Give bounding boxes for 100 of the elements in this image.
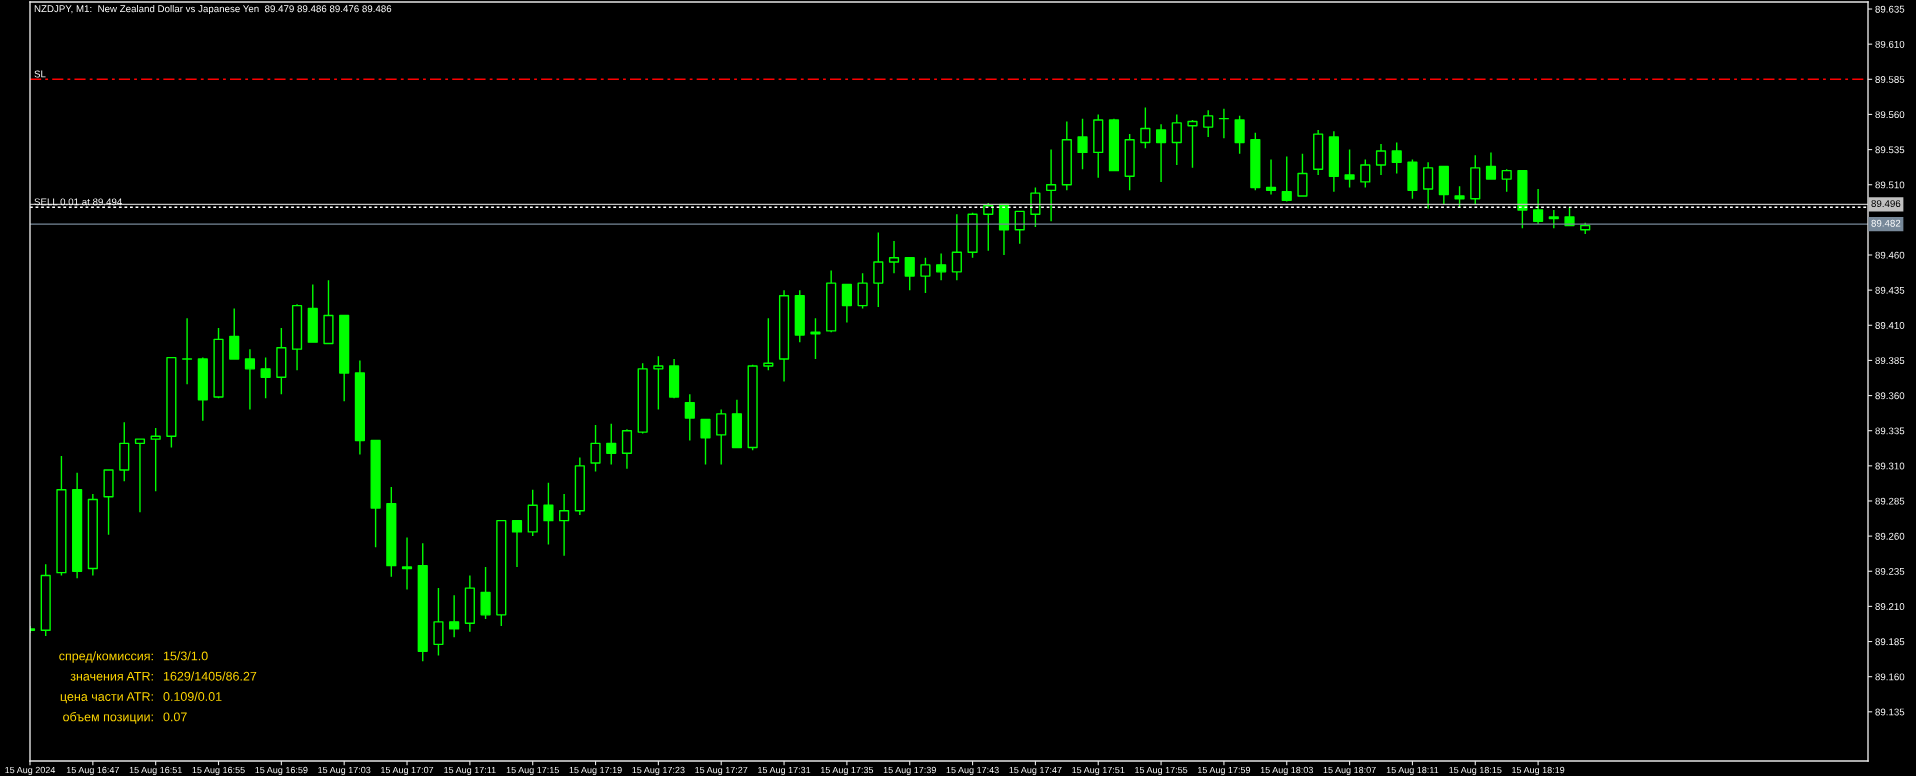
candlestick: [354, 359, 365, 456]
candlestick: [1517, 169, 1528, 229]
candlestick: [1046, 148, 1057, 222]
y-tick-label: 89.510: [1875, 181, 1905, 189]
y-tick-label: 89.460: [1875, 251, 1905, 259]
candlestick: [1485, 151, 1497, 180]
candlestick: [1140, 106, 1151, 149]
y-tick-label: 89.410: [1875, 322, 1905, 329]
candlestick: [1203, 109, 1214, 138]
x-tick-label: 15 Aug 17:27: [695, 766, 748, 775]
y-tick-label: 89.260: [1875, 532, 1905, 540]
candlestick: [590, 424, 601, 473]
candlestick: [1360, 158, 1371, 189]
candlestick: [1155, 123, 1167, 183]
candlestick: [1501, 168, 1512, 193]
candlestick: [716, 408, 727, 466]
candlestick: [841, 283, 852, 324]
y-tick-label: 89.635: [1875, 5, 1905, 13]
x-tick-label: 15 Aug 17:59: [1198, 766, 1251, 775]
y-tick-label: 89.560: [1875, 111, 1905, 119]
x-tick-label: 15 Aug 17:51: [1072, 766, 1125, 775]
candlestick: [778, 289, 790, 383]
candlestick: [873, 231, 884, 308]
candlestick: [1218, 108, 1230, 140]
candlestick: [150, 427, 161, 492]
candlestick: [543, 482, 554, 546]
candlestick: [119, 421, 130, 482]
candlestick: [213, 327, 224, 400]
ref-line-label: SELL 0.01 at 89.494: [34, 198, 122, 206]
x-tick-label: 15 Aug 16:47: [66, 766, 119, 775]
candlestick: [401, 536, 413, 591]
annotation: спред/комиссия:: [59, 651, 153, 663]
annotation: 0.109/0.01: [163, 691, 222, 701]
candlestick: [574, 456, 585, 516]
y-tick-label: 89.185: [1875, 638, 1905, 646]
candlestick: [527, 489, 538, 537]
x-tick-label: 15 Aug 17:55: [1135, 766, 1188, 775]
y-tick-label: 89.385: [1875, 357, 1905, 365]
candlestick: [1407, 158, 1418, 200]
candlestick: [621, 428, 633, 470]
candlestick: [668, 358, 680, 400]
candlestick: [920, 257, 931, 294]
candlestick: [1533, 188, 1544, 225]
candlestick: [967, 212, 978, 259]
y-tick-label: 89.335: [1875, 427, 1905, 435]
candlestick: [1548, 209, 1559, 229]
candlestick: [1108, 117, 1120, 172]
candlestick: [1234, 115, 1245, 155]
x-tick-label: 15 Aug 2024: [5, 766, 56, 775]
candlestick: [1313, 129, 1324, 176]
candlestick: [166, 356, 177, 449]
ref-line-label: 89.496: [1871, 200, 1901, 208]
candlestick: [511, 519, 523, 568]
x-tick-label: 15 Aug 16:59: [255, 766, 308, 775]
candlestick: [1061, 120, 1072, 192]
x-tick-label: 15 Aug 17:47: [1009, 766, 1062, 775]
candlestick: [1265, 158, 1277, 196]
candlestick: [888, 240, 900, 274]
candlestick: [983, 202, 994, 252]
annotation: 1629/1405/86.27: [163, 671, 257, 681]
candlestick: [197, 356, 208, 422]
x-tick-label: 15 Aug 17:43: [946, 766, 999, 775]
y-tick-label: 89.360: [1875, 392, 1905, 400]
annotation: объем позиции:: [63, 711, 153, 724]
candlestick: [244, 348, 256, 411]
candlestick: [449, 594, 460, 639]
candlestick: [700, 418, 711, 466]
candlestick: [810, 317, 821, 360]
y-tick-label: 89.210: [1875, 603, 1905, 611]
x-tick-label: 15 Aug 18:11: [1386, 766, 1439, 775]
x-tick-label: 15 Aug 18:19: [1512, 766, 1565, 775]
candlestick: [56, 455, 67, 577]
x-tick-label: 15 Aug 17:19: [569, 766, 622, 775]
candlestick: [480, 566, 491, 620]
candlestick: [40, 563, 51, 637]
candlestick: [134, 438, 146, 513]
candlestick: [684, 393, 695, 442]
x-tick-label: 15 Aug 17:11: [444, 766, 496, 775]
candlestick: [653, 355, 664, 411]
candlestick: [826, 269, 837, 334]
y-tick-label: 89.585: [1875, 76, 1905, 83]
ref-line-label: SL: [34, 70, 46, 78]
candlestick: [307, 283, 318, 343]
candlestick: [417, 542, 428, 662]
candlestick: [87, 493, 98, 577]
x-tick-label: 15 Aug 17:23: [632, 766, 685, 775]
candlestick: [936, 252, 947, 281]
candlestick: [1030, 186, 1041, 228]
x-tick-label: 15 Aug 17:31: [758, 766, 811, 775]
candlestick: [637, 362, 648, 435]
y-tick-label: 89.435: [1875, 286, 1905, 294]
candlestick: [1124, 133, 1135, 192]
x-tick-label: 15 Aug 17:07: [381, 766, 434, 775]
candlestick: [260, 356, 271, 400]
chart-title: NZDJPY, M1: New Zealand Dollar vs Japanese Yen 89.479 89.486 89.476 89.486: [34, 5, 392, 15]
candlestick: [1344, 148, 1355, 189]
x-tick-label: 15 Aug 17:03: [318, 766, 371, 775]
candlestick: [1423, 161, 1434, 210]
annotation: цена части ATR:: [60, 692, 153, 704]
annotation: 0.07: [163, 712, 187, 722]
